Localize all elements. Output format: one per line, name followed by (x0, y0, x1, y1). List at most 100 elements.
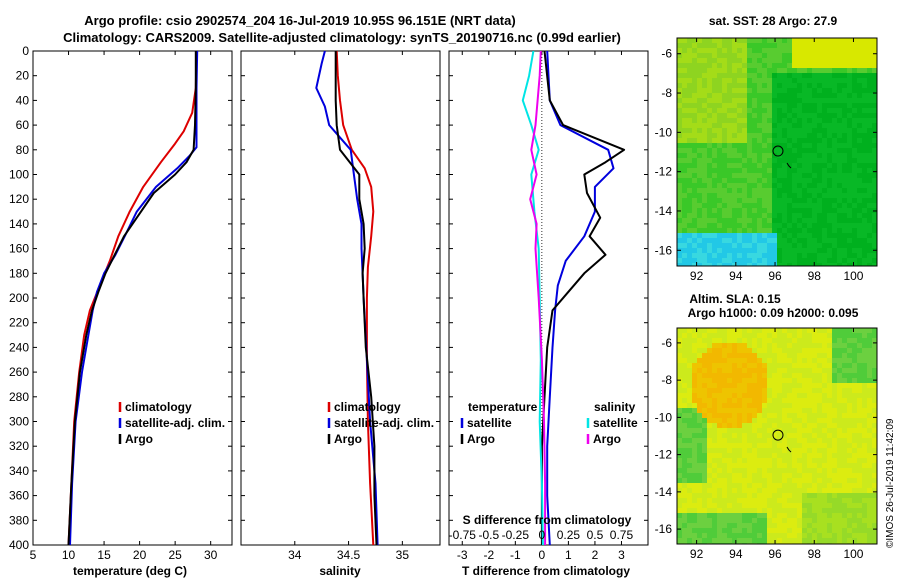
heatmap-cell (707, 48, 713, 54)
heatmap-cell (772, 388, 778, 394)
heatmap-cell (732, 528, 738, 534)
heatmap-cell (862, 338, 868, 344)
heatmap-cell (817, 358, 823, 364)
heatmap-cell (702, 58, 708, 64)
heatmap-cell (827, 493, 833, 499)
heatmap-cell (697, 388, 703, 394)
heatmap-cell (767, 493, 773, 499)
heatmap-cell (712, 193, 718, 199)
heatmap-cell (697, 403, 703, 409)
heatmap-cell (772, 128, 778, 134)
x-tick-label: 0 (539, 548, 546, 562)
heatmap-cell (777, 518, 783, 524)
heatmap-cell (857, 363, 863, 369)
heatmap-cell (782, 393, 788, 399)
heatmap-cell (872, 363, 877, 369)
heatmap-cell (822, 128, 828, 134)
heatmap-cell (797, 68, 803, 74)
heatmap-cell (687, 463, 693, 469)
heatmap-cell (837, 218, 843, 224)
heatmap-cell (747, 198, 753, 204)
heatmap-cell (692, 43, 698, 49)
heatmap-cell (697, 483, 703, 489)
heatmap-cell (832, 123, 838, 129)
heatmap-cell (717, 498, 723, 504)
heatmap-cell (777, 378, 783, 384)
heatmap-cell (727, 88, 733, 94)
heatmap-cell (742, 333, 748, 339)
heatmap-cell (842, 218, 848, 224)
heatmap-cell (727, 153, 733, 159)
heatmap-cell (752, 163, 758, 169)
heatmap-cell (697, 193, 703, 199)
heatmap-cell (747, 183, 753, 189)
heatmap-cell (732, 488, 738, 494)
heatmap-cell (742, 358, 748, 364)
heatmap-cell (742, 123, 748, 129)
heatmap-cell (742, 223, 748, 229)
heatmap-cell (787, 533, 793, 539)
heatmap-cell (852, 143, 858, 149)
heatmap-cell (747, 418, 753, 424)
heatmap-cell (837, 258, 843, 264)
heatmap-cell (692, 488, 698, 494)
heatmap-cell (697, 478, 703, 484)
heatmap-cell (717, 148, 723, 154)
heatmap-cell (752, 213, 758, 219)
heatmap-cell (822, 98, 828, 104)
heatmap-cell (862, 403, 868, 409)
heatmap-cell (847, 168, 853, 174)
heatmap-cell (817, 518, 823, 524)
heatmap-cell (677, 103, 683, 109)
heatmap-cell (837, 93, 843, 99)
heatmap-cell (702, 533, 708, 539)
depth-tick-label: 40 (16, 93, 30, 107)
heatmap-cell (742, 128, 748, 134)
heatmap-cell (862, 108, 868, 114)
heatmap-cell (852, 533, 858, 539)
heatmap-cell (847, 498, 853, 504)
heatmap-cell (817, 418, 823, 424)
heatmap-cell (867, 233, 873, 239)
heatmap-cell (837, 68, 843, 74)
heatmap-cell (727, 438, 733, 444)
argo-position-marker (772, 145, 784, 157)
heatmap-cell (837, 383, 843, 389)
heatmap-cell (802, 443, 808, 449)
heatmap-cell (807, 48, 813, 54)
heatmap-cell (682, 218, 688, 224)
heatmap-cell (792, 38, 798, 44)
heatmap-cell (687, 223, 693, 229)
heatmap-cell (702, 453, 708, 459)
heatmap-cell (767, 118, 773, 124)
heatmap-cell (707, 98, 713, 104)
heatmap-cell (782, 333, 788, 339)
heatmap-cell (767, 203, 773, 209)
heatmap-cell (817, 173, 823, 179)
heatmap-cell (757, 203, 763, 209)
heatmap-cell (862, 463, 868, 469)
heatmap-cell (802, 208, 808, 214)
heatmap-cell (832, 73, 838, 79)
heatmap-cell (742, 68, 748, 74)
heatmap-cell (677, 398, 683, 404)
heatmap-cell (757, 73, 763, 79)
heatmap-cell (832, 508, 838, 514)
depth-tick-label: 180 (9, 266, 29, 280)
heatmap-cell (752, 228, 758, 234)
heatmap-cell (797, 513, 803, 519)
heatmap-cell (717, 413, 723, 419)
heatmap-cell (777, 78, 783, 84)
heatmap-cell (717, 438, 723, 444)
heatmap-cell (682, 43, 688, 49)
heatmap-cell (767, 418, 773, 424)
heatmap-cell (862, 53, 868, 59)
heatmap-cell (872, 153, 877, 159)
heatmap-cell (697, 328, 703, 334)
heatmap-cell (782, 208, 788, 214)
heatmap-cell (857, 533, 863, 539)
heatmap-cell (737, 438, 743, 444)
heatmap-cell (852, 108, 858, 114)
depth-tick-label: 60 (16, 118, 30, 132)
heatmap-cell (807, 218, 813, 224)
